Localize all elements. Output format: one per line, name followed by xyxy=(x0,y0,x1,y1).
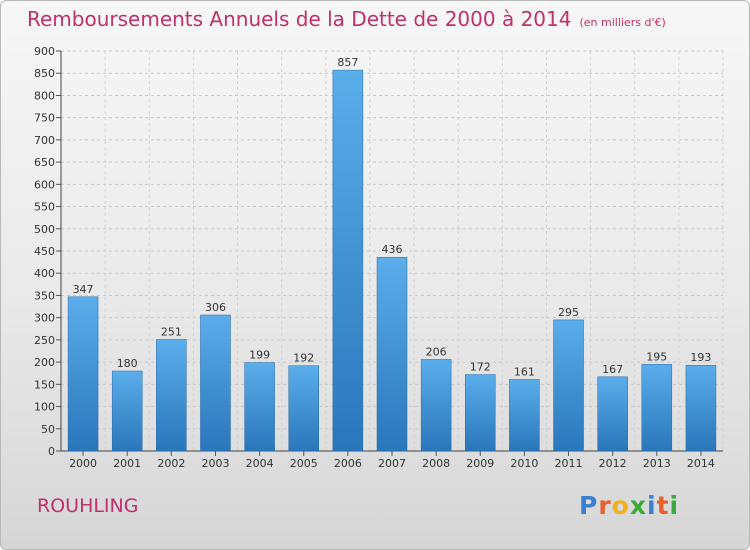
axes: 0 50 100 150 200 250 300 350 400 450 500 550 600 650 7… xyxy=(34,45,723,470)
bar-2008 xyxy=(420,359,452,452)
y-tick-label: 700 xyxy=(34,134,55,147)
commune-name: ROUHLING xyxy=(37,495,139,517)
logo-letter: i xyxy=(647,491,657,520)
y-tick-label: 150 xyxy=(34,378,55,391)
bar-2003 xyxy=(200,314,231,452)
value-label-2009: 172 xyxy=(470,361,491,374)
value-label-2005: 192 xyxy=(293,352,314,365)
y-tick-label: 850 xyxy=(34,67,55,80)
y-tick-label: 650 xyxy=(34,156,55,169)
bar-2009 xyxy=(465,374,496,452)
x-tick-label: 2006 xyxy=(334,457,362,470)
y-tick-label: 50 xyxy=(41,423,55,436)
x-tick-label: 2002 xyxy=(157,457,185,470)
y-tick-label: 900 xyxy=(34,45,55,58)
logo-letter: i xyxy=(669,491,680,520)
x-tick-label: 2004 xyxy=(246,457,274,470)
value-label-2008: 206 xyxy=(426,345,447,358)
y-tick-label: 400 xyxy=(34,267,55,280)
value-label-2002: 251 xyxy=(161,325,182,338)
bar-2000 xyxy=(67,296,99,452)
y-tick-label: 800 xyxy=(34,89,55,102)
value-label-2010: 161 xyxy=(514,365,535,378)
bar-2011 xyxy=(553,319,584,452)
value-label-2000: 347 xyxy=(73,283,94,296)
logo-letter: t xyxy=(656,491,670,520)
x-tick-label: 2008 xyxy=(422,457,450,470)
x-tick-label: 2010 xyxy=(510,457,538,470)
bar-2006 xyxy=(332,69,364,452)
x-tick-label: 2007 xyxy=(378,457,406,470)
bar-2004 xyxy=(244,362,275,452)
value-label-2006: 857 xyxy=(337,56,358,69)
bar-2014 xyxy=(685,364,717,452)
logo-letter: o xyxy=(611,491,630,520)
value-label-2007: 436 xyxy=(382,243,403,256)
logo-letter: P xyxy=(579,491,599,520)
y-tick-label: 550 xyxy=(34,201,55,214)
bar-2002 xyxy=(156,339,187,452)
bars xyxy=(67,69,717,452)
chart-title-text: Remboursements Annuels de la Dette de 20… xyxy=(27,7,572,31)
x-tick-label: 2011 xyxy=(555,457,583,470)
y-tick-label: 750 xyxy=(34,112,55,125)
x-tick-label: 2013 xyxy=(643,457,671,470)
y-tick-label: 200 xyxy=(34,356,55,369)
value-label-2004: 199 xyxy=(249,349,270,362)
y-tick-label: 350 xyxy=(34,289,55,302)
chart-subtitle: (en milliers d'€) xyxy=(579,16,666,29)
logo-letter: r xyxy=(598,491,612,520)
x-tick-label: 2005 xyxy=(290,457,318,470)
y-tick-label: 600 xyxy=(34,178,55,191)
x-tick-label: 2003 xyxy=(201,457,229,470)
value-labels: 347 180 251 306 199 192 857 436 206 172 161 295 167 1… xyxy=(73,56,712,378)
value-label-2014: 193 xyxy=(690,351,711,364)
bar-2007 xyxy=(376,256,408,452)
bar-2013 xyxy=(641,364,673,452)
value-label-2011: 295 xyxy=(558,306,579,319)
x-tick-label: 2009 xyxy=(466,457,494,470)
y-tick-label: 100 xyxy=(34,401,55,414)
value-label-2013: 195 xyxy=(646,350,667,363)
x-tick-label: 2000 xyxy=(69,457,97,470)
bar-2012 xyxy=(597,376,628,452)
bar-2001 xyxy=(111,370,143,452)
logo-letter: x xyxy=(629,491,647,520)
x-tick-label: 2014 xyxy=(687,457,715,470)
y-tick-label: 450 xyxy=(34,245,55,258)
proxiti-logo[interactable]: Proxiti xyxy=(579,491,679,520)
bar-2010 xyxy=(509,379,540,452)
y-tick-label: 250 xyxy=(34,334,55,347)
x-tick-label: 2001 xyxy=(113,457,141,470)
y-tick-label: 500 xyxy=(34,223,55,236)
chart-title: Remboursements Annuels de la Dette de 20… xyxy=(27,7,666,31)
value-label-2003: 306 xyxy=(205,301,226,314)
y-tick-label: 300 xyxy=(34,312,55,325)
value-label-2012: 167 xyxy=(602,363,623,376)
x-tick-label: 2012 xyxy=(599,457,627,470)
value-label-2001: 180 xyxy=(117,357,138,370)
bar-2005 xyxy=(288,365,319,452)
y-tick-label: 0 xyxy=(48,445,55,458)
